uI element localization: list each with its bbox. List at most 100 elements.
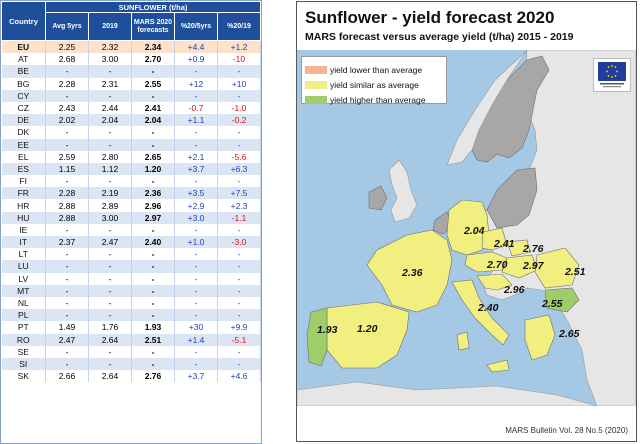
cell-country: LU: [1, 260, 46, 273]
europe-map-svg: [297, 50, 636, 406]
cell-forecast: -: [131, 138, 175, 151]
cell-2019: 2.31: [88, 77, 132, 90]
region-at: [464, 251, 508, 273]
map-title: Sunflower - yield forecast 2020: [305, 8, 555, 27]
region-ro: [534, 247, 580, 289]
table-row: SK 2.66 2.64 2.76 +3.7 +4.6: [1, 370, 261, 383]
cell-avg5yrs: 2.47: [45, 333, 89, 346]
cell-country: CY: [1, 89, 46, 102]
cell-forecast: -: [131, 65, 175, 78]
europe-map: [297, 50, 636, 406]
cell-forecast: 2.51: [131, 333, 175, 346]
cell-avg5yrs: 2.88: [45, 211, 89, 224]
cell-pct-19: -3.0: [217, 236, 261, 249]
cell-avg5yrs: 2.88: [45, 199, 89, 212]
cell-country: PT: [1, 321, 46, 334]
cell-avg5yrs: -: [45, 296, 89, 310]
table-row: CZ 2.43 2.44 2.41 -0.7 -1.0: [1, 101, 261, 115]
cell-avg5yrs: 1.49: [45, 321, 89, 334]
cell-pct-5yrs: +1.0: [174, 236, 218, 249]
cell-2019: -: [88, 260, 132, 273]
cell-country: SI: [1, 357, 46, 371]
cell-avg5yrs: -: [45, 126, 89, 139]
table-row: HU 2.88 3.00 2.97 +3.0 -1.1: [1, 211, 261, 224]
value-it: 2.40: [478, 302, 499, 314]
cell-avg5yrs: -: [45, 138, 89, 151]
cell-pct-19: -: [217, 296, 261, 310]
region-es: [326, 301, 410, 369]
cell-pct-5yrs: -: [174, 345, 218, 358]
cell-forecast: 2.34: [131, 40, 175, 54]
cell-country: NL: [1, 296, 46, 310]
cell-2019: 2.44: [88, 101, 132, 115]
table-row: ES 1.15 1.12 1.20 +3.7 +6.3: [1, 162, 261, 176]
cell-pct-5yrs: -: [174, 284, 218, 297]
table-row: EL 2.59 2.80 2.65 +2.1 -5.6: [1, 150, 261, 163]
cell-avg5yrs: 2.59: [45, 150, 89, 163]
legend-item-lower: yield lower than average: [305, 61, 422, 75]
cell-pct-19: -: [217, 357, 261, 371]
value-fr: 2.36: [402, 267, 423, 279]
cell-2019: 2.04: [88, 114, 132, 127]
cell-pct-5yrs: -: [174, 223, 218, 236]
cell-pct-5yrs: +3.0: [174, 211, 218, 224]
cell-2019: -: [88, 284, 132, 297]
cell-2019: -: [88, 309, 132, 322]
cell-pct-5yrs: +3.7: [174, 162, 218, 176]
land-norway: [446, 50, 528, 166]
cell-pct-5yrs: +2.9: [174, 199, 218, 212]
sunflower-yield-table: Country SUNFLOWER (t/ha) Avg 5yrs 2019 M…: [1, 1, 261, 383]
cell-pct-19: +4.6: [217, 370, 261, 383]
cell-2019: -: [88, 223, 132, 236]
cell-pct-19: +7.5: [217, 187, 261, 200]
cell-forecast: -: [131, 175, 175, 188]
land-noneu-south: [297, 381, 598, 406]
cell-2019: 2.64: [88, 370, 132, 383]
cell-avg5yrs: 1.15: [45, 162, 89, 176]
cell-forecast: -: [131, 345, 175, 358]
cell-forecast: 2.96: [131, 199, 175, 212]
legend-label-lower: yield lower than average: [330, 64, 423, 75]
cell-country: RO: [1, 333, 46, 346]
cell-forecast: -: [131, 260, 175, 273]
cell-country: LV: [1, 272, 46, 285]
eu-flag-logo: [593, 58, 631, 92]
value-es: 1.20: [357, 323, 378, 335]
cell-country: EL: [1, 150, 46, 163]
cell-2019: 3.00: [88, 211, 132, 224]
table-row: DE 2.02 2.04 2.04 +1.1 -0.2: [1, 114, 261, 127]
cell-pct-5yrs: -: [174, 309, 218, 322]
cell-pct-19: -: [217, 309, 261, 322]
cell-country: EE: [1, 138, 46, 151]
cell-2019: 2.32: [88, 40, 132, 54]
region-cz: [481, 227, 508, 251]
table-row: LT - - - - -: [1, 248, 261, 261]
cell-avg5yrs: 2.43: [45, 101, 89, 115]
cell-forecast: 1.93: [131, 321, 175, 334]
cell-country: HU: [1, 211, 46, 224]
cell-country: BG: [1, 77, 46, 90]
cell-avg5yrs: -: [45, 357, 89, 371]
value-cz: 2.41: [494, 238, 515, 250]
table-row: EE - - - - -: [1, 138, 261, 151]
cell-forecast: -: [131, 126, 175, 139]
cell-pct-5yrs: -0.7: [174, 101, 218, 115]
cell-pct-19: -: [217, 138, 261, 151]
header-pct-5yrs: %20/5yrs: [174, 12, 218, 41]
region-bg: [544, 287, 580, 313]
region-hr: [476, 273, 513, 291]
cell-pct-5yrs: -: [174, 272, 218, 285]
cell-pct-19: +9.9: [217, 321, 261, 334]
region-fr: [366, 229, 453, 313]
header-pct-19: %20/19: [217, 12, 261, 41]
cell-pct-5yrs: +2.1: [174, 150, 218, 163]
cell-avg5yrs: -: [45, 345, 89, 358]
cell-forecast: 2.70: [131, 53, 175, 66]
cell-pct-5yrs: +4.4: [174, 40, 218, 54]
cell-forecast: 2.97: [131, 211, 175, 224]
table-row: AT 2.68 3.00 2.70 +0.9 -10: [1, 53, 261, 66]
cell-2019: 1.76: [88, 321, 132, 334]
value-hr: 2.96: [504, 284, 525, 296]
cell-2019: -: [88, 126, 132, 139]
cell-pct-19: -: [217, 272, 261, 285]
